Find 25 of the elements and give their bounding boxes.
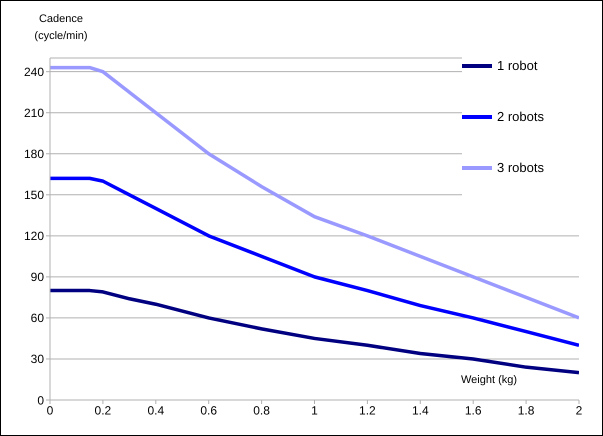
x-tick-label: 1.4	[412, 404, 429, 418]
y-tick-label: 90	[30, 270, 44, 284]
x-tick-label: 1.6	[464, 404, 482, 418]
x-tick-label: 0.2	[94, 404, 112, 418]
x-tick-label: 0.6	[200, 404, 218, 418]
x-tick-label: 0.8	[253, 404, 270, 418]
x-tick-label: 2	[576, 404, 583, 418]
x-tick-label: 1	[311, 404, 318, 418]
legend-label: 2 robots	[497, 109, 544, 124]
y-tick-label: 180	[24, 147, 44, 162]
y-tick-label: 120	[24, 229, 44, 244]
y-tick-label: 240	[24, 64, 44, 79]
legend-label: 3 robots	[497, 160, 544, 175]
x-tick-label: 1.8	[518, 404, 535, 418]
y-tick-label: 210	[24, 106, 44, 120]
y-tick-label: 150	[24, 188, 44, 202]
x-tick-label: 0	[46, 404, 54, 418]
y-tick-label: 60	[30, 311, 44, 326]
legend-label: 1 robot	[497, 58, 538, 73]
x-tick-label: 0.4	[147, 404, 164, 418]
x-tick-label: 1.2	[359, 404, 376, 418]
x-axis-title: Weight (kg)	[461, 374, 518, 386]
y-tick-label: 30	[30, 352, 44, 366]
y-axis-title: Cadence (cycle/min)	[33, 12, 89, 44]
y-tick-label: 0	[37, 393, 44, 408]
